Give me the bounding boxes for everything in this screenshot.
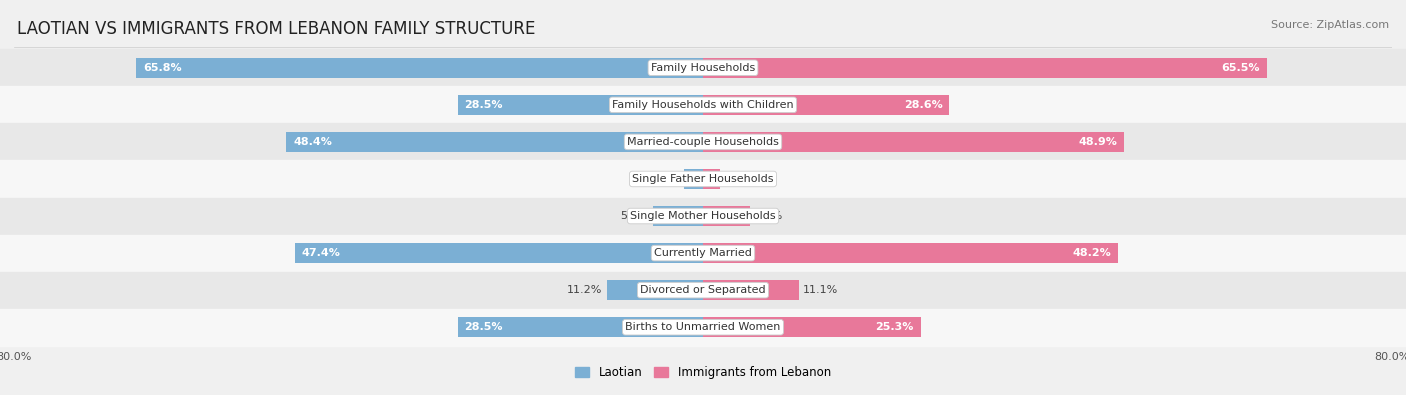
Text: 28.5%: 28.5%	[464, 100, 503, 110]
Text: 48.2%: 48.2%	[1073, 248, 1111, 258]
Legend: Laotian, Immigrants from Lebanon: Laotian, Immigrants from Lebanon	[571, 361, 835, 384]
Text: 65.5%: 65.5%	[1222, 63, 1260, 73]
Text: 47.4%: 47.4%	[302, 248, 340, 258]
Bar	[685, 169, 703, 189]
Text: 5.5%: 5.5%	[755, 211, 783, 221]
Bar	[0, 123, 1406, 160]
Bar	[0, 272, 1406, 308]
Text: 28.5%: 28.5%	[464, 322, 503, 332]
Bar	[652, 206, 703, 226]
Text: Family Households: Family Households	[651, 63, 755, 73]
Text: Births to Unmarried Women: Births to Unmarried Women	[626, 322, 780, 332]
Bar	[0, 160, 1406, 198]
Bar	[703, 58, 1267, 78]
Bar	[295, 243, 703, 263]
Bar	[0, 198, 1406, 235]
Bar	[457, 95, 703, 115]
Bar	[703, 95, 949, 115]
Bar	[703, 317, 921, 337]
Bar	[0, 235, 1406, 272]
Bar	[606, 280, 703, 300]
Text: 65.8%: 65.8%	[143, 63, 181, 73]
Text: 48.9%: 48.9%	[1078, 137, 1118, 147]
Bar	[0, 87, 1406, 123]
Bar	[703, 169, 720, 189]
Text: Divorced or Separated: Divorced or Separated	[640, 285, 766, 295]
Text: 11.1%: 11.1%	[803, 285, 838, 295]
Text: Source: ZipAtlas.com: Source: ZipAtlas.com	[1271, 20, 1389, 30]
Text: 28.6%: 28.6%	[904, 100, 942, 110]
Text: 25.3%: 25.3%	[876, 322, 914, 332]
Text: 5.8%: 5.8%	[620, 211, 648, 221]
Bar	[703, 206, 751, 226]
Text: 48.4%: 48.4%	[292, 137, 332, 147]
Bar	[703, 243, 1118, 263]
Bar	[0, 49, 1406, 87]
Text: Currently Married: Currently Married	[654, 248, 752, 258]
Text: Married-couple Households: Married-couple Households	[627, 137, 779, 147]
Text: 11.2%: 11.2%	[567, 285, 602, 295]
Bar	[136, 58, 703, 78]
Bar	[0, 308, 1406, 346]
Text: Single Father Households: Single Father Households	[633, 174, 773, 184]
Text: LAOTIAN VS IMMIGRANTS FROM LEBANON FAMILY STRUCTURE: LAOTIAN VS IMMIGRANTS FROM LEBANON FAMIL…	[17, 20, 536, 38]
Text: 2.2%: 2.2%	[651, 174, 679, 184]
Bar	[703, 280, 799, 300]
Bar	[457, 317, 703, 337]
Bar	[703, 132, 1125, 152]
Text: Single Mother Households: Single Mother Households	[630, 211, 776, 221]
Bar	[287, 132, 703, 152]
Text: Family Households with Children: Family Households with Children	[612, 100, 794, 110]
Text: 2.0%: 2.0%	[724, 174, 752, 184]
